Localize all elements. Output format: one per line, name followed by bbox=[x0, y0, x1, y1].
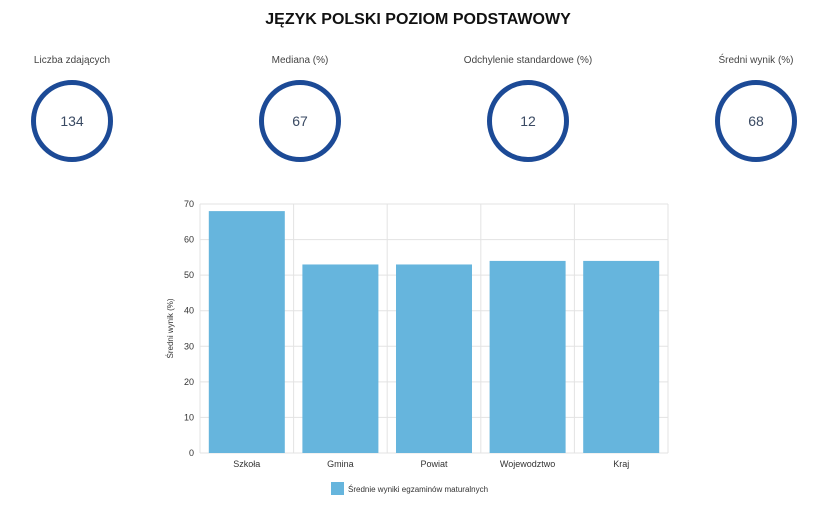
stat-card-median: Mediana (%) 67 bbox=[215, 54, 385, 162]
bar bbox=[583, 260, 660, 453]
y-tick-label: 50 bbox=[184, 270, 194, 280]
page-title: JĘZYK POLSKI POZIOM PODSTAWOWY bbox=[265, 11, 571, 28]
stat-card-count: Liczba zdających 134 bbox=[0, 54, 157, 162]
y-tick-label: 30 bbox=[184, 341, 194, 351]
stat-ring: 12 bbox=[487, 80, 569, 162]
legend-swatch bbox=[331, 482, 344, 495]
stat-value: 68 bbox=[748, 113, 764, 129]
stat-value: 134 bbox=[60, 113, 84, 129]
stat-card-average: Średni wynik (%) 68 bbox=[671, 54, 836, 162]
y-tick-label: 20 bbox=[184, 377, 194, 387]
stat-card-stddev: Odchylenie standardowe (%) 12 bbox=[443, 54, 613, 162]
stat-label: Odchylenie standardowe (%) bbox=[463, 55, 593, 66]
stat-label: Średni wynik (%) bbox=[718, 55, 794, 66]
stat-value: 12 bbox=[520, 113, 536, 129]
bar bbox=[208, 211, 285, 453]
x-tick-label: Powiat bbox=[420, 459, 448, 469]
x-tick-label: Kraj bbox=[613, 459, 629, 469]
bar bbox=[489, 260, 566, 453]
y-axis-label: Średni wynik (%) bbox=[166, 298, 175, 358]
x-tick-label: Wojewodztwo bbox=[500, 459, 555, 469]
stat-ring: 134 bbox=[31, 80, 113, 162]
stat-value: 67 bbox=[292, 113, 308, 129]
bar bbox=[302, 264, 379, 453]
bar bbox=[396, 264, 472, 453]
stat-ring: 67 bbox=[259, 80, 341, 162]
y-tick-label: 70 bbox=[184, 199, 194, 209]
y-tick-label: 0 bbox=[189, 448, 194, 458]
stat-label: Liczba zdających bbox=[33, 55, 111, 66]
y-tick-label: 10 bbox=[184, 412, 194, 422]
legend-label: Średnie wyniki egzaminów maturalnych bbox=[348, 485, 488, 494]
x-tick-label: Szkoła bbox=[233, 459, 260, 469]
x-tick-label: Gmina bbox=[327, 459, 354, 469]
stat-label: Mediana (%) bbox=[271, 55, 329, 66]
y-tick-label: 40 bbox=[184, 306, 194, 316]
y-tick-label: 60 bbox=[184, 235, 194, 245]
stat-ring: 68 bbox=[715, 80, 797, 162]
